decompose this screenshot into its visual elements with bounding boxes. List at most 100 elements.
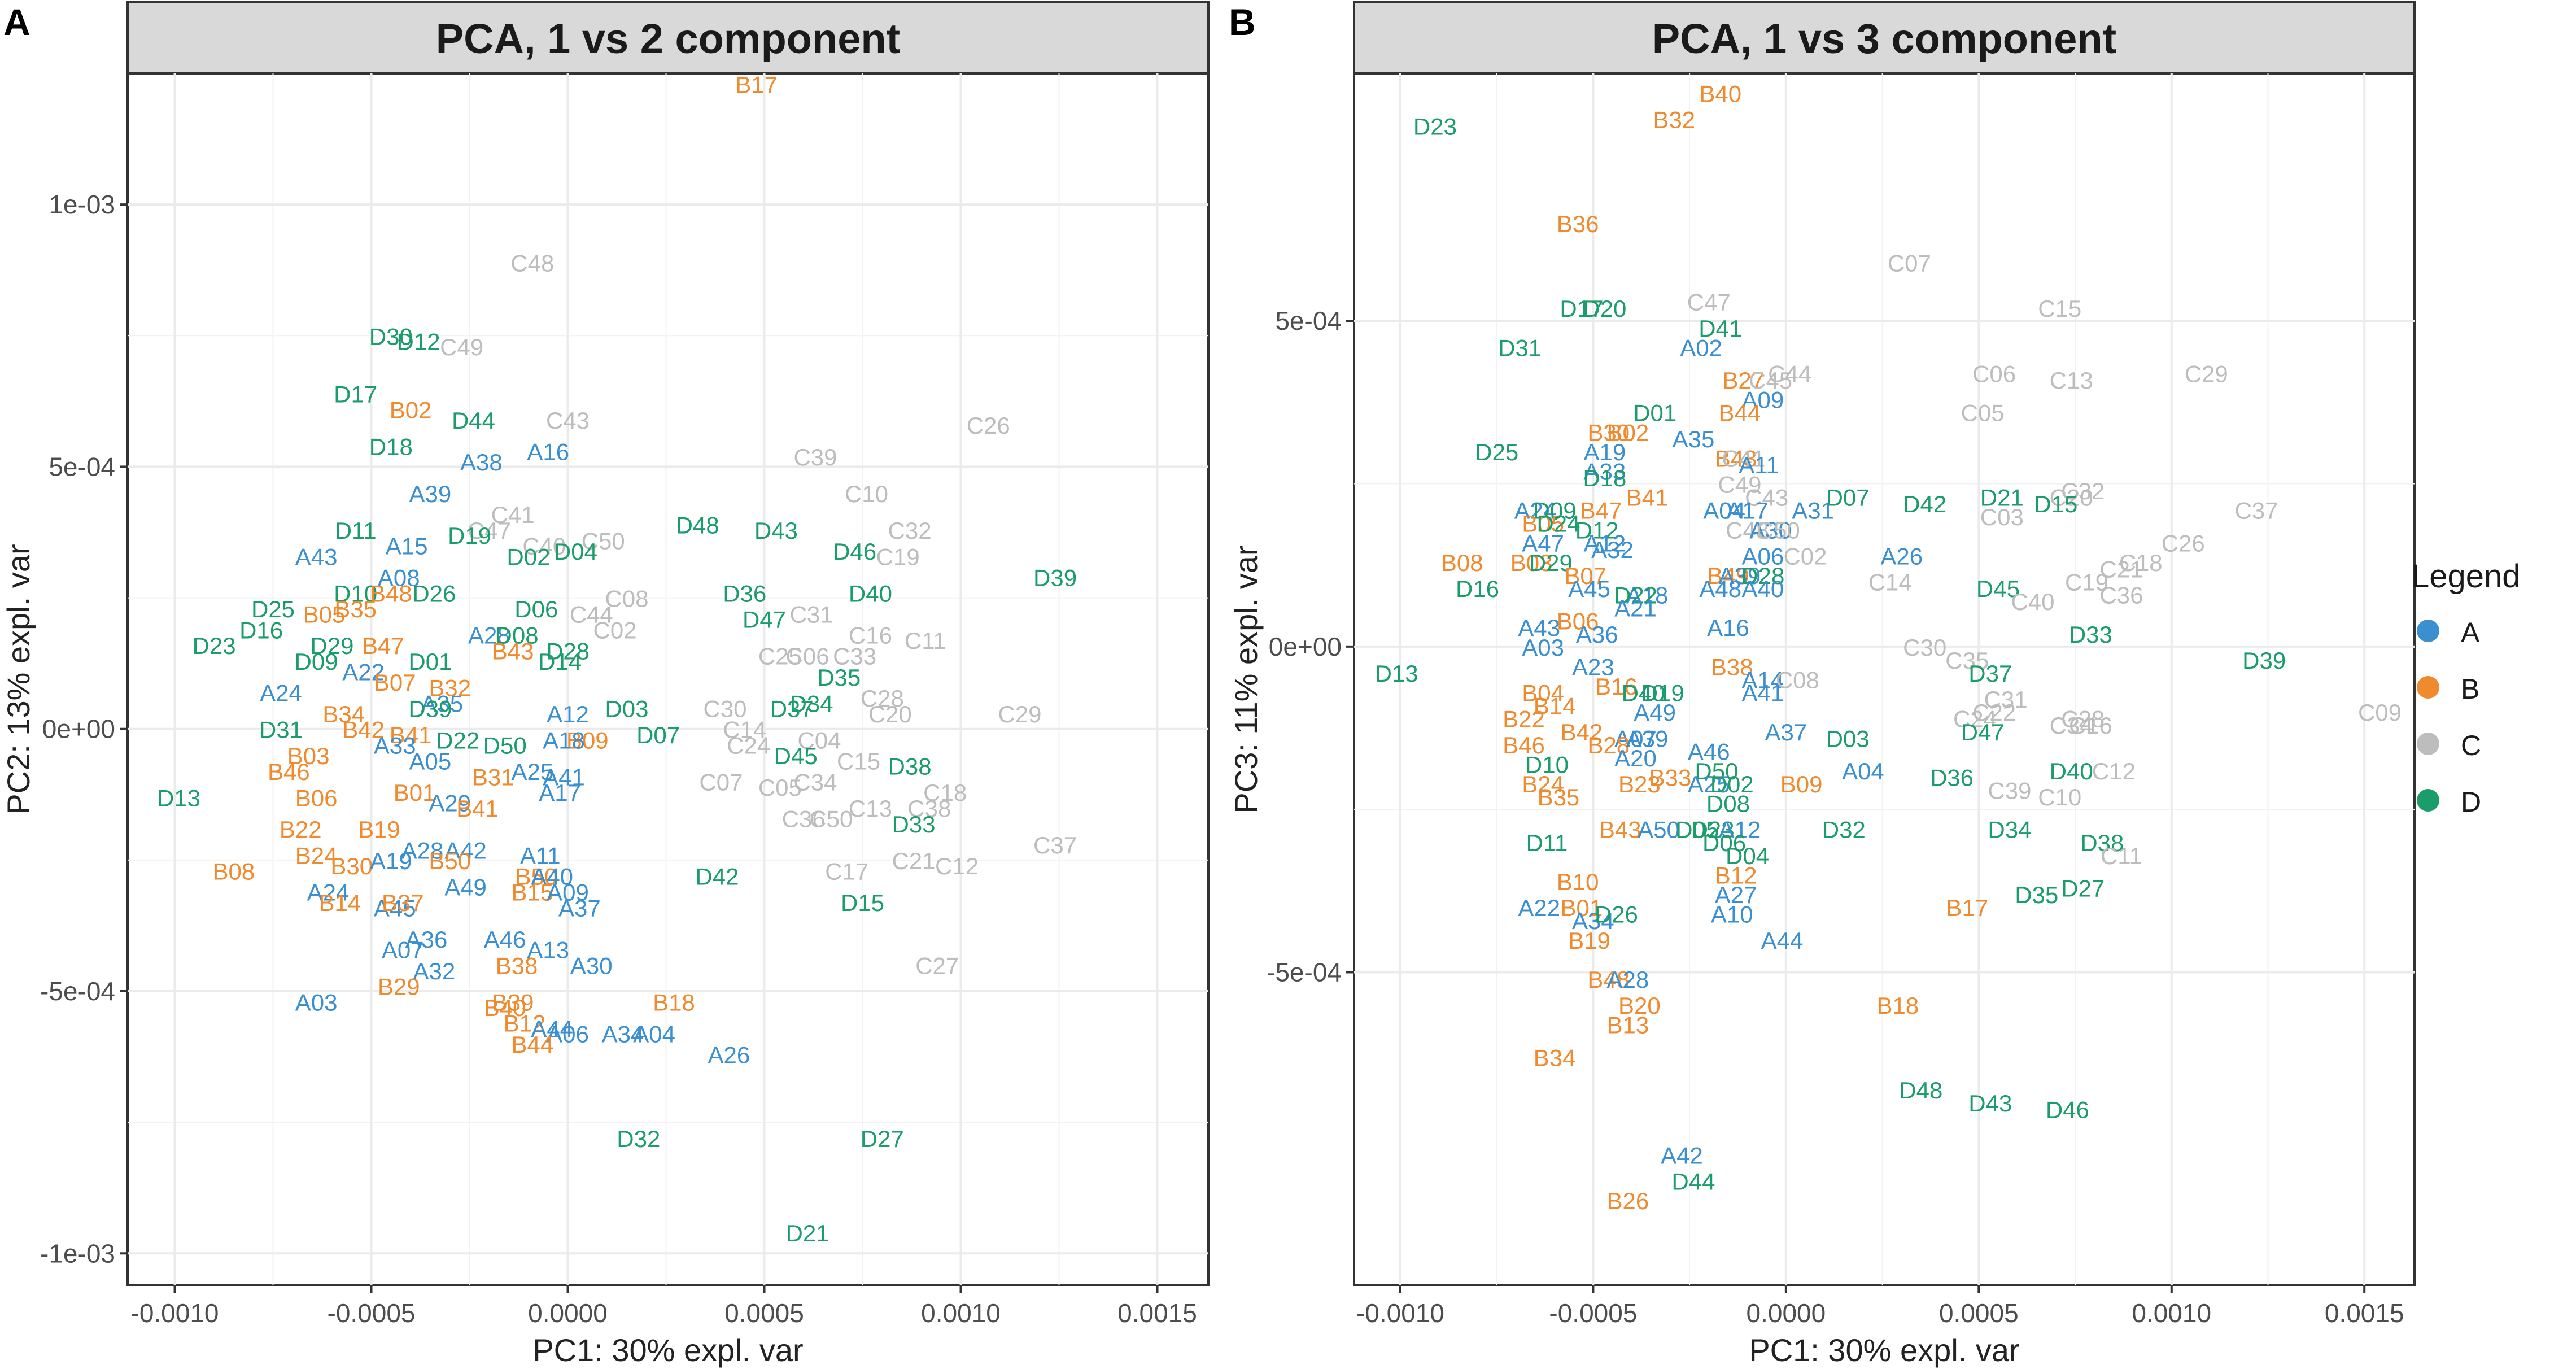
point-label-b: B29 [378, 974, 420, 1000]
point-label-c: C29 [998, 701, 1041, 727]
point-label-a: A49 [444, 874, 487, 900]
point-label-c: C33 [833, 643, 876, 670]
point-label-d: D34 [790, 690, 833, 717]
point-label-a: A28 [1606, 966, 1649, 993]
point-label-d: D23 [1413, 113, 1457, 139]
point-label-a: A11 [520, 843, 561, 869]
point-label-a: A12 [1584, 530, 1626, 556]
point-label-c: C07 [1888, 250, 1931, 276]
point-label-b: B18 [1877, 992, 1919, 1019]
point-label-c: C20 [2050, 485, 2093, 511]
point-label-d: D48 [676, 512, 719, 539]
point-label-d: D16 [239, 617, 283, 643]
point-label-d: D05 [1675, 817, 1719, 843]
point-label-d: D15 [841, 890, 884, 916]
point-label-c: C47 [468, 517, 511, 544]
point-label-b: B43 [1599, 817, 1641, 843]
point-label-d: D44 [1671, 1168, 1715, 1194]
point-label-a: A07 [1614, 725, 1657, 752]
point-label-a: A49 [1634, 699, 1676, 726]
point-label-d: D50 [1695, 758, 1738, 784]
point-label-b: B48 [1587, 966, 1630, 993]
point-label-b: B26 [1606, 1188, 1649, 1214]
point-label-b: B44 [1719, 400, 1761, 426]
point-label-a: A45 [1568, 575, 1610, 602]
point-label-b: B06 [295, 784, 338, 811]
legend-label-b: B [2461, 673, 2479, 705]
point-label-a: A20 [1614, 745, 1657, 771]
y-tick-label: 0e+00 [42, 714, 115, 744]
legend-label-c: C [2461, 730, 2481, 761]
point-label-d: D39 [2242, 647, 2286, 674]
point-label-c: C28 [2061, 706, 2105, 733]
point-label-b: B08 [213, 858, 255, 884]
point-label-a: A24 [260, 680, 302, 707]
point-label-b: B02 [1606, 419, 1649, 446]
point-label-a: A34 [1572, 908, 1614, 934]
point-label-d: D48 [1899, 1077, 1942, 1104]
point-label-a: A44 [531, 1015, 573, 1042]
point-label-c: C10 [845, 481, 888, 507]
point-label-b: B07 [1564, 563, 1606, 589]
point-label-b: B24 [1522, 771, 1564, 797]
x-tick-label: 0.0000 [1747, 1298, 1826, 1328]
point-label-c: C44 [570, 601, 613, 627]
y-tick-label: 1e-03 [49, 190, 115, 219]
point-label-a: A11 [1739, 452, 1779, 478]
point-label-d: D29 [1529, 550, 1573, 576]
panel-a-gridlines [128, 73, 1208, 1285]
point-label-d: D38 [2080, 830, 2124, 856]
point-label-c: C31 [790, 601, 833, 627]
point-label-b: B35 [334, 596, 377, 622]
panel-a-y-axis-label: PC2: 13% expl. var [1, 544, 36, 814]
point-label-a: A39 [409, 481, 452, 507]
point-label-d: D47 [1961, 719, 2005, 745]
point-label-a: A30 [1749, 517, 1792, 543]
point-label-c: C29 [2185, 360, 2228, 387]
point-label-c: C08 [1776, 667, 1819, 694]
point-label-d: D10 [334, 580, 377, 607]
point-label-d: D31 [1498, 334, 1542, 361]
point-label-c: C38 [907, 795, 951, 822]
point-label-b: B42 [342, 717, 385, 743]
point-label-c: C40 [522, 533, 566, 560]
panel-b-y-ticks: -5e-04 0e+00 5e-04 [1267, 306, 1354, 987]
point-label-b: B15 [512, 879, 554, 906]
point-label-a: A37 [558, 895, 601, 921]
point-label-c: C19 [876, 543, 920, 570]
point-label-c: C05 [1961, 400, 2005, 426]
y-tick-label: 5e-04 [1275, 306, 1342, 335]
point-label-d: D24 [1536, 511, 1580, 537]
point-label-d: D33 [892, 811, 935, 838]
panel-b-title-strip [1353, 1, 2416, 75]
point-label-c: C08 [605, 586, 648, 612]
point-label-a: A12 [1719, 817, 1761, 843]
point-label-d: D09 [1533, 498, 1577, 524]
point-label-c: C15 [837, 748, 880, 774]
point-label-b: B34 [322, 701, 365, 727]
point-label-b: B17 [735, 72, 778, 98]
point-label-a: A25 [512, 758, 554, 785]
y-tick-label: -1e-03 [40, 1239, 115, 1268]
point-label-a: A18 [1626, 582, 1669, 609]
x-tick-label: 0.0015 [1117, 1298, 1197, 1328]
point-label-b: B20 [1618, 992, 1661, 1019]
point-label-c: C35 [1945, 647, 1989, 674]
point-label-d: D46 [833, 538, 876, 565]
point-label-c: C13 [849, 795, 892, 822]
point-label-b: B19 [1568, 927, 1610, 954]
point-label-b: B36 [1557, 211, 1599, 237]
point-label-a: A24 [1514, 498, 1557, 524]
x-tick-label: 0.0010 [921, 1298, 1001, 1328]
point-label-a: A22 [1518, 895, 1560, 921]
point-label-d: D43 [1968, 1090, 2012, 1117]
point-label-a: A43 [295, 543, 338, 570]
point-label-d: D31 [259, 717, 303, 743]
point-label-a: A03 [295, 989, 338, 1016]
point-label-d: D39 [1033, 564, 1077, 591]
point-label-d: D50 [483, 733, 527, 759]
point-label-d: D35 [2015, 882, 2058, 908]
point-label-a: A09 [1742, 387, 1784, 413]
